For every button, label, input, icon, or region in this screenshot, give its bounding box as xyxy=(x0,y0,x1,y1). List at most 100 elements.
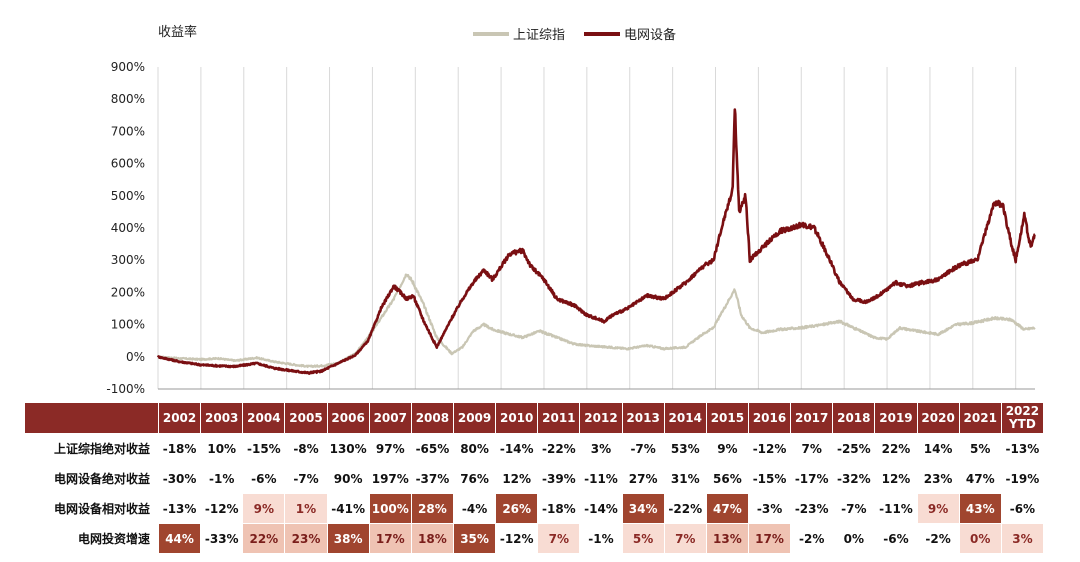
table-cell: 34% xyxy=(621,493,665,524)
year-header: 2020 xyxy=(916,402,960,434)
table-cell: 43% xyxy=(958,493,1002,524)
table-cell: -8% xyxy=(284,433,328,464)
table-cell: 7% xyxy=(790,433,834,464)
table-cell: 197% xyxy=(368,463,412,494)
table-cell: -19% xyxy=(1000,463,1045,494)
year-header: 2013 xyxy=(621,402,665,434)
table-cell: -7% xyxy=(621,433,665,464)
y-tick-label: 700% xyxy=(111,124,145,138)
legend: 上证综指 电网设备 xyxy=(473,27,676,43)
table-cell: 17% xyxy=(368,523,412,554)
table-cell: -30% xyxy=(157,463,202,494)
table-cell: -7% xyxy=(832,493,876,524)
table-cell: 12% xyxy=(874,463,918,494)
table-cell: 35% xyxy=(452,523,497,554)
year-header: 2018 xyxy=(832,402,876,434)
year-header: 2021 xyxy=(958,402,1002,434)
y-tick-label: 800% xyxy=(111,92,145,106)
y-tick-label: 300% xyxy=(111,253,145,267)
table-cell: -6% xyxy=(242,463,286,494)
y-tick-label: 400% xyxy=(111,221,145,235)
series-line-index xyxy=(157,273,1036,369)
table-cell: 9% xyxy=(916,493,960,524)
row-label: 上证综指绝对收益 xyxy=(24,433,159,464)
y-tick-label: 200% xyxy=(111,285,145,299)
table-cell: 97% xyxy=(368,433,412,464)
line-chart: 收益率 900% 800% 700% 600% 500% 400% 300% 200% 100%… xyxy=(106,24,1036,396)
table-cell: 100% xyxy=(368,493,412,524)
table-cell: 80% xyxy=(452,433,497,464)
table-cell: -13% xyxy=(157,493,202,524)
row-label: 电网设备绝对收益 xyxy=(24,463,159,494)
table-cell: 0% xyxy=(832,523,876,554)
year-header: 2003 xyxy=(200,402,244,434)
table-cell: 5% xyxy=(621,523,665,554)
row-label: 电网投资增速 xyxy=(24,523,159,554)
table-cell: -15% xyxy=(242,433,286,464)
table-cell: 31% xyxy=(663,463,707,494)
table-cell: -6% xyxy=(1000,493,1045,524)
table-cell: -3% xyxy=(747,493,792,524)
year-header: 2017 xyxy=(790,402,834,434)
table-row: 上证综指绝对收益 -18% 10% -15% -8% 130% 97% -65% 80% -14%… xyxy=(24,433,1045,464)
y-tick-label: -100% xyxy=(106,382,145,396)
table-cell: 12% xyxy=(495,463,539,494)
y-tick-label: 100% xyxy=(111,318,145,332)
year-header: 2005 xyxy=(284,402,328,434)
y-tick-label: 600% xyxy=(111,157,145,171)
year-header: 2006 xyxy=(326,402,370,434)
table-cell: 10% xyxy=(200,433,244,464)
table-cell: -12% xyxy=(747,433,792,464)
year-header: 2012 xyxy=(579,402,623,434)
table-cell: -25% xyxy=(832,433,876,464)
table-cell: 47% xyxy=(705,493,749,524)
table-row: 电网设备绝对收益 -30% -1% -6% -7% 90% 197% -37% 76% 12% -3… xyxy=(24,463,1045,494)
year-header: 2009 xyxy=(452,402,497,434)
header-corner xyxy=(24,402,159,434)
table-cell: -32% xyxy=(832,463,876,494)
year-header: 2014 xyxy=(663,402,707,434)
table-cell: -6% xyxy=(874,523,918,554)
table-cell: 76% xyxy=(452,463,497,494)
table-header-row: 2002 2003 2004 2005 2006 2007 2008 2009 2010 2011… xyxy=(24,402,1045,434)
table-cell: 18% xyxy=(410,523,454,554)
table-cell: -1% xyxy=(579,523,623,554)
table-cell: -15% xyxy=(747,463,792,494)
row-label: 电网设备相对收益 xyxy=(24,493,159,524)
table-cell: -2% xyxy=(916,523,960,554)
year-header: 2008 xyxy=(410,402,454,434)
legend-label: 上证综指 xyxy=(513,28,565,43)
table-cell: -17% xyxy=(790,463,834,494)
table-cell: 47% xyxy=(958,463,1002,494)
table-cell: 23% xyxy=(284,523,328,554)
year-header: 2004 xyxy=(242,402,286,434)
table-cell: 22% xyxy=(874,433,918,464)
table-cell: 130% xyxy=(326,433,370,464)
table-cell: -37% xyxy=(410,463,454,494)
table-cell: 3% xyxy=(1000,523,1045,554)
year-header: 2011 xyxy=(537,402,581,434)
table-cell: -22% xyxy=(663,493,707,524)
table-cell: -23% xyxy=(790,493,834,524)
y-tick-label: 0% xyxy=(126,350,145,364)
table-cell: 9% xyxy=(705,433,749,464)
year-header: 2022 YTD xyxy=(1000,402,1045,434)
table-cell: -18% xyxy=(537,493,581,524)
table-cell: 14% xyxy=(916,433,960,464)
table-cell: -14% xyxy=(495,433,539,464)
year-header: 2016 xyxy=(747,402,792,434)
series-line-grid-equipment xyxy=(156,108,1036,375)
table-cell: 13% xyxy=(705,523,749,554)
table-cell: 17% xyxy=(747,523,792,554)
table-cell: 38% xyxy=(326,523,370,554)
table-cell: -11% xyxy=(874,493,918,524)
y-axis-ticks: 900% 800% 700% 600% 500% 400% 300% 200% 100% 0% -1… xyxy=(106,60,145,396)
table-cell: 7% xyxy=(537,523,581,554)
legend-label: 电网设备 xyxy=(624,27,676,43)
y-tick-label: 500% xyxy=(111,189,145,203)
table-row: 电网投资增速 44% -33% 22% 23% 38% 17% 18% 35% -12% 7% -1%… xyxy=(24,523,1045,554)
table-cell: 0% xyxy=(958,523,1002,554)
table-cell: -22% xyxy=(537,433,581,464)
table-cell: -4% xyxy=(452,493,497,524)
table-cell: -12% xyxy=(495,523,539,554)
